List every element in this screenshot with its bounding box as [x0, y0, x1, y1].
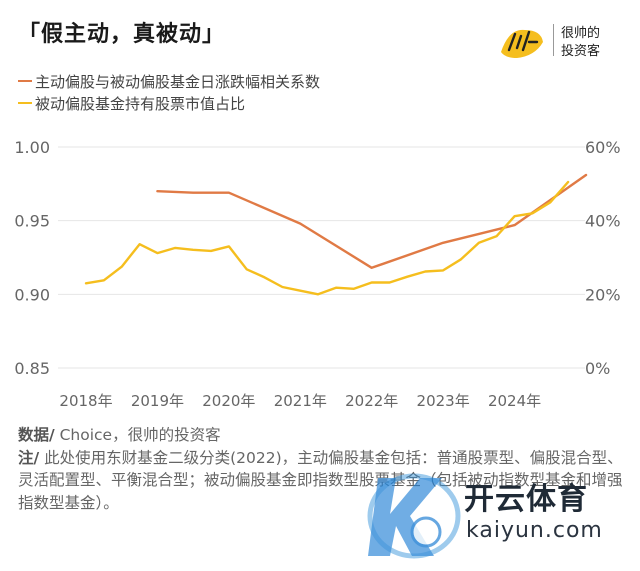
note-label: 注/ — [18, 448, 40, 467]
x-tick-label: 2019年 — [131, 392, 184, 410]
page-title: 「假主动，真被动」 — [18, 22, 226, 47]
y-left-tick-label: 0.90 — [14, 285, 50, 304]
x-tick-label: 2021年 — [274, 392, 327, 410]
x-tick-label: 2018年 — [59, 392, 112, 410]
line-chart: 0.85 0.90 0.95 1.00 0% 20% 40% 60% 2018年 2019年 2… — [14, 138, 621, 410]
y-left-tick-label: 0.95 — [14, 212, 50, 231]
source-line: 数据/ Choice，很帅的投资客 — [18, 424, 624, 447]
x-tick-label: 2024年 — [488, 392, 541, 410]
brand-logo: 很帅的 投资客 — [493, 18, 633, 68]
chart-legend: 主动偏股与被动偏股基金日涨跌幅相关系数 被动偏股基金持有股票市值占比 — [18, 70, 320, 114]
y-right-tick-label: 0% — [585, 359, 610, 378]
source-text: Choice，很帅的投资客 — [54, 426, 221, 444]
series-line-correlation — [156, 173, 588, 270]
logo-divider — [553, 24, 554, 56]
y-right-tick-label: 60% — [585, 138, 621, 157]
x-tick-label: 2023年 — [417, 392, 470, 410]
x-tick-label: 2020年 — [202, 392, 255, 410]
note-text: 此处使用东财基金二级分类(2022)，主动偏股基金包括：普通股票型、偏股混合型、… — [18, 448, 623, 512]
chart-footer: 数据/ Choice，很帅的投资客 注/ 此处使用东财基金二级分类(2022)，… — [18, 424, 624, 514]
watermark-url: kaiyun.com — [466, 518, 603, 543]
legend-swatch-orange — [18, 80, 32, 82]
y-left-tick-label: 0.85 — [14, 359, 50, 378]
note-line: 注/ 此处使用东财基金二级分类(2022)，主动偏股基金包括：普通股票型、偏股混… — [18, 447, 624, 515]
y-right-tick-label: 40% — [585, 212, 621, 231]
legend-item-correlation: 主动偏股与被动偏股基金日涨跌幅相关系数 — [18, 70, 320, 92]
legend-label-share: 被动偏股基金持有股票市值占比 — [35, 94, 246, 113]
legend-swatch-yellow — [18, 102, 32, 104]
y-left-tick-label: 1.00 — [14, 138, 50, 157]
y-right-tick-label: 20% — [585, 285, 621, 304]
logo-text-line1: 很帅的 — [561, 26, 601, 41]
legend-label-correlation: 主动偏股与被动偏股基金日涨跌幅相关系数 — [35, 72, 321, 91]
x-tick-label: 2022年 — [345, 392, 398, 410]
shuai-logo-icon — [501, 29, 543, 58]
series-line-passive-share — [84, 180, 570, 296]
source-label: 数据/ — [18, 426, 55, 444]
logo-text-line2: 投资客 — [561, 44, 601, 59]
legend-item-share: 被动偏股基金持有股票市值占比 — [18, 92, 320, 114]
